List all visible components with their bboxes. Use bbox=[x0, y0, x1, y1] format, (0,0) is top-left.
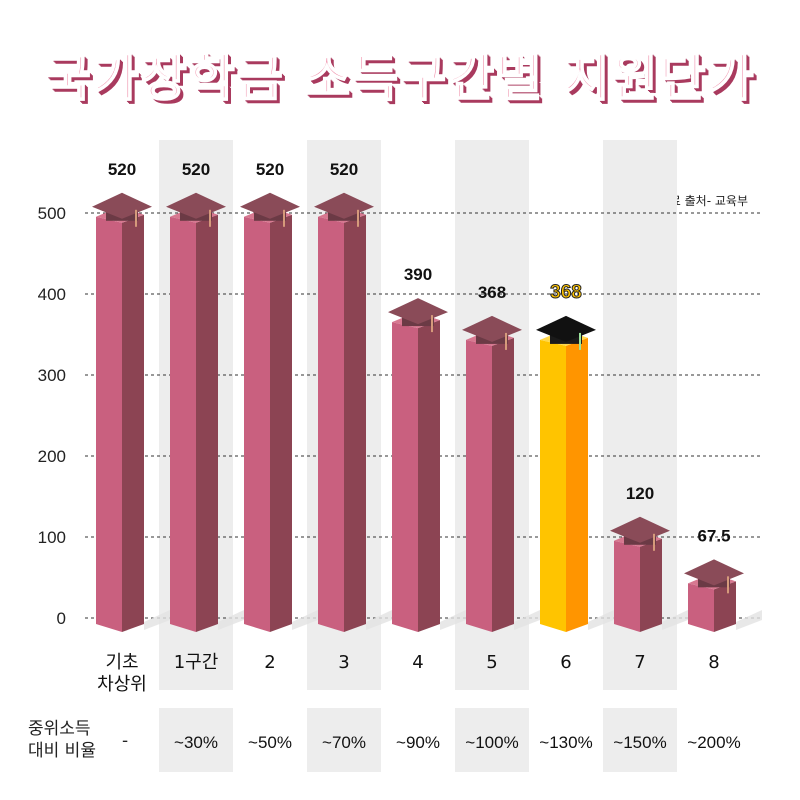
bar-shadow bbox=[366, 610, 392, 630]
ratio-label: ~90% bbox=[396, 733, 440, 752]
value-label: 520 bbox=[256, 160, 284, 179]
value-label: 520 bbox=[330, 160, 358, 179]
bar-front bbox=[318, 216, 344, 633]
y-tick-label: 500 bbox=[38, 204, 66, 223]
category-label: 3 bbox=[338, 652, 349, 673]
bar-front bbox=[540, 339, 566, 632]
y-tick-label: 200 bbox=[38, 447, 66, 466]
category-label: 2 bbox=[264, 652, 275, 673]
category-label: 7 bbox=[634, 652, 645, 673]
value-label: 520 bbox=[108, 160, 136, 179]
bar-side bbox=[714, 581, 736, 632]
bar-shadow bbox=[736, 610, 762, 630]
value-label: 390 bbox=[404, 265, 432, 284]
bar-front bbox=[170, 216, 196, 633]
bar-side bbox=[196, 214, 218, 633]
value-label: 520 bbox=[182, 160, 210, 179]
bar-shadow bbox=[514, 610, 540, 630]
bar-front bbox=[244, 216, 270, 633]
bar-front bbox=[688, 583, 714, 632]
bar-shadow bbox=[588, 610, 614, 630]
category-label: 차상위 bbox=[97, 674, 147, 695]
y-tick-label: 400 bbox=[38, 285, 66, 304]
bar-side bbox=[270, 214, 292, 633]
bar-front bbox=[614, 540, 640, 632]
chart-title: 국가장학금 소득구간별 지원단가 bbox=[44, 48, 756, 108]
bar-front bbox=[96, 216, 122, 633]
value-label: 67.5 bbox=[697, 526, 730, 545]
category-label: 6 bbox=[560, 652, 571, 673]
category-label: 기초 bbox=[105, 652, 138, 673]
category-label: 4 bbox=[412, 652, 423, 673]
bar-shadow bbox=[292, 610, 318, 630]
bar-shadow bbox=[662, 610, 688, 630]
ratio-label-dash: - bbox=[122, 731, 129, 751]
ratio-label-line1: 중위소득 bbox=[28, 719, 91, 739]
ratio-row-label: 중위소득 대비 비율 - bbox=[28, 718, 138, 762]
bar-side bbox=[418, 320, 440, 632]
bar-shadow bbox=[218, 610, 244, 630]
category-label: 5 bbox=[486, 652, 497, 673]
bar-front bbox=[392, 322, 418, 632]
y-tick-label: 0 bbox=[57, 609, 66, 628]
ratio-label: ~50% bbox=[248, 733, 292, 752]
bar-shadow bbox=[440, 610, 466, 630]
ratio-label: ~200% bbox=[687, 733, 740, 752]
category-label: 8 bbox=[708, 652, 719, 673]
ratio-label: ~130% bbox=[539, 733, 592, 752]
bar-side bbox=[344, 214, 366, 633]
ratio-label-line2: 대비 비율 bbox=[28, 741, 96, 761]
y-tick-label: 300 bbox=[38, 366, 66, 385]
ratio-label: ~100% bbox=[465, 733, 518, 752]
y-tick-label: 100 bbox=[38, 528, 66, 547]
value-label: 368 bbox=[478, 283, 506, 302]
ratio-label: ~70% bbox=[322, 733, 366, 752]
source-note: 자료 출처- 교육부 bbox=[658, 194, 748, 208]
bar-side bbox=[122, 214, 144, 633]
category-label: 1구간 bbox=[174, 652, 219, 673]
bar-front bbox=[466, 339, 492, 632]
value-label: 120 bbox=[626, 484, 654, 503]
ratio-label: ~30% bbox=[174, 733, 218, 752]
ratio-row-gap bbox=[0, 690, 800, 708]
bar-shadow bbox=[144, 610, 170, 630]
bar-side bbox=[566, 337, 588, 632]
bar-side bbox=[640, 538, 662, 632]
bar-side bbox=[492, 337, 514, 632]
ratio-label: ~150% bbox=[613, 733, 666, 752]
value-label-highlight: 368 bbox=[550, 282, 582, 303]
